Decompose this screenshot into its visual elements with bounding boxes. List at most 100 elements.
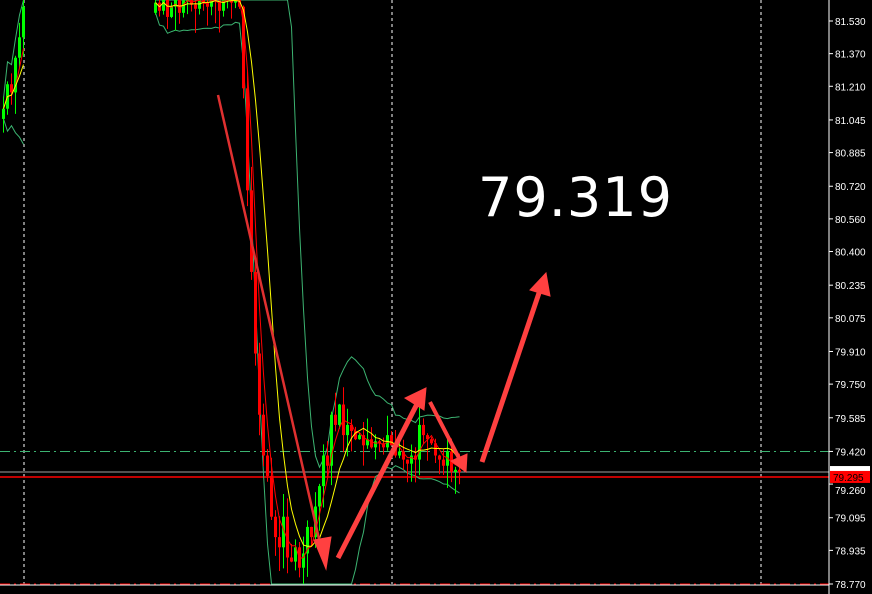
candle-body	[390, 435, 393, 446]
candle-body	[306, 526, 309, 554]
candle-body	[438, 455, 441, 460]
candle-body	[414, 455, 417, 460]
candle-body	[258, 353, 261, 415]
candle-body	[410, 455, 413, 464]
candle-body	[290, 557, 293, 562]
candle-body	[362, 435, 365, 446]
candle-body	[286, 516, 289, 558]
arrow-down-2	[428, 401, 462, 461]
candle-body	[374, 441, 377, 448]
candle-body	[162, 0, 165, 11]
axis-tick-label: 80.400	[835, 248, 866, 259]
candle-body	[354, 431, 357, 440]
candle-body	[358, 435, 361, 440]
moving-average-slow	[3, 0, 460, 547]
arrow-up-1	[335, 400, 421, 560]
axis-tick-label: 79.910	[835, 347, 866, 358]
price-annotation: 79.319	[478, 166, 673, 229]
axis-tick-label: 79.420	[835, 447, 866, 458]
candle-body	[222, 0, 225, 11]
axis-tick-label: 81.530	[835, 17, 866, 28]
arrow-up-2	[479, 289, 543, 463]
candle-body	[250, 190, 253, 272]
candle-body	[458, 469, 461, 473]
candle-body	[422, 424, 425, 436]
candle-body	[202, 0, 205, 3]
candle-body	[282, 516, 285, 548]
candle-body	[426, 435, 429, 440]
candle-body	[330, 414, 333, 466]
axis-tick-label: 78.770	[835, 580, 866, 591]
axis-tick-label: 79.095	[835, 514, 866, 525]
ask-price-label-bg	[830, 466, 870, 473]
candle-body	[234, 0, 237, 3]
candle-body	[406, 459, 409, 464]
bid-price-label-bg	[830, 470, 870, 483]
bid-price-label: 79.295	[833, 473, 864, 484]
candle-body	[22, 6, 25, 38]
axis-tick-label: 78.935	[835, 546, 866, 557]
candle-body	[366, 439, 369, 446]
axis-tick-label: 80.885	[835, 149, 866, 160]
candle-body	[350, 424, 353, 432]
bollinger-lower	[3, 12, 460, 585]
candle-body	[402, 451, 405, 460]
axis-tick-label: 79.750	[835, 380, 866, 391]
candle-body	[442, 459, 445, 466]
candle-body	[338, 404, 341, 425]
candle-body	[326, 455, 329, 466]
candle-body	[454, 469, 457, 472]
arrow-head	[529, 271, 551, 297]
candle-body	[318, 486, 321, 507]
axis-tick-label: 81.370	[835, 50, 866, 61]
axis-tick-label: 79.260	[835, 486, 866, 497]
candle-body	[310, 526, 313, 538]
arrow-down-1	[216, 94, 324, 553]
arrow-annotations	[216, 94, 551, 571]
axis-tick-label: 80.075	[835, 314, 866, 325]
candle-body	[242, 6, 245, 89]
candle-body	[322, 455, 325, 487]
arrow-head	[403, 387, 427, 411]
candle-body	[274, 516, 277, 538]
candle-body	[154, 2, 157, 13]
candle-body	[434, 443, 437, 456]
candle-body	[210, 0, 213, 7]
arrow-head	[450, 453, 468, 473]
axis-tick-label: 80.560	[835, 215, 866, 226]
candle-body	[174, 0, 177, 7]
candle-body	[378, 441, 381, 444]
candle-body	[346, 424, 349, 436]
axis-tick-label: 80.720	[835, 182, 866, 193]
candle-body	[238, 0, 241, 7]
candle-body	[266, 455, 269, 476]
candle-body	[370, 439, 373, 448]
axis-tick-label: 79.585	[835, 414, 866, 425]
candle-body	[302, 553, 305, 568]
candle-body	[418, 424, 421, 460]
candle-body	[14, 57, 17, 93]
arrow-head	[313, 536, 332, 571]
bollinger-upper	[3, 0, 460, 469]
moving-average-fast	[3, 0, 460, 560]
candle-body	[170, 6, 173, 17]
grid	[23, 0, 762, 584]
candle-body	[278, 537, 281, 548]
candle-body	[334, 414, 337, 425]
candle-body	[206, 2, 209, 7]
candle-body	[2, 108, 5, 119]
candle-body	[246, 88, 249, 191]
candle-body	[182, 0, 185, 13]
candle-body	[398, 451, 401, 456]
candle-body	[294, 547, 297, 562]
candle-body	[270, 475, 273, 517]
candles	[2, 0, 461, 584]
candle-body	[430, 439, 433, 444]
candle-body	[18, 37, 21, 58]
candle-body	[218, 0, 221, 11]
axis-tick-label: 81.210	[835, 82, 866, 93]
candle-body	[262, 414, 265, 456]
axis-tick-label: 81.045	[835, 116, 866, 127]
